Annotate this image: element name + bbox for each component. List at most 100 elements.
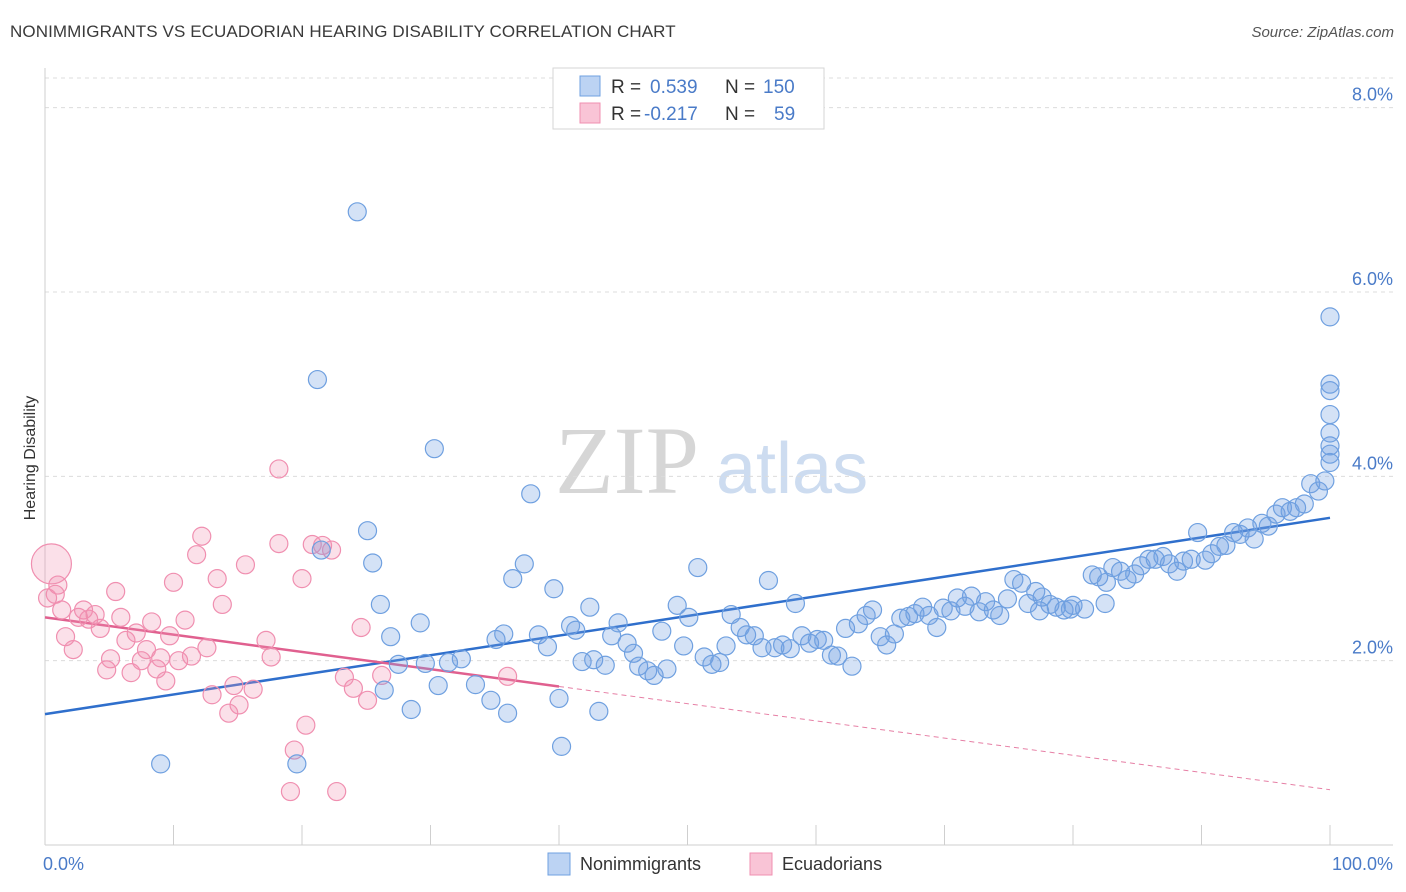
- ecuadorians-point: [63, 640, 83, 660]
- nonimmigrants-point: [401, 699, 421, 720]
- nonimmigrants-point: [1139, 549, 1159, 569]
- ecuadorians-point: [187, 545, 207, 565]
- nonimmigrants-point: [1320, 374, 1340, 394]
- ecuadorians-point: [73, 600, 94, 620]
- nonimmigrants-trend-line: [44, 516, 1331, 716]
- nonimmigrants-point: [667, 595, 687, 615]
- nonimmigrants-point: [1029, 601, 1050, 621]
- nonimmigrants-point: [415, 653, 435, 674]
- chart-title: NONIMMIGRANTS VS ECUADORIAN HEARING DISA…: [10, 22, 676, 41]
- bottom-legend-label-ecuadorians: Ecuadorians: [782, 854, 882, 874]
- legend-n-value-1: 150: [763, 77, 795, 98]
- y-tick-label-0: 2.0%: [1352, 638, 1393, 658]
- nonimmigrants-point: [716, 636, 736, 656]
- ecuadorians-point: [261, 647, 281, 667]
- ecuadorians-point: [343, 678, 363, 698]
- nonimmigrants-point: [608, 613, 628, 633]
- nonimmigrants-point: [1320, 423, 1340, 443]
- nonimmigrants-point: [1153, 546, 1173, 567]
- ecuadorians-point: [169, 651, 189, 671]
- bottom-legend-swatch-ecuadorians: [749, 852, 773, 876]
- nonimmigrants-point: [679, 607, 699, 627]
- nonimmigrants-point: [927, 617, 947, 638]
- nonimmigrants-point: [544, 579, 564, 599]
- nonimmigrants-point: [1224, 522, 1244, 543]
- nonimmigrants-point: [151, 754, 171, 774]
- y-tick-label-2: 6.0%: [1352, 269, 1393, 289]
- bottom-legend: Nonimmigrants Ecuadorians: [547, 852, 882, 876]
- nonimmigrants-point: [465, 675, 486, 695]
- nonimmigrants-point: [451, 649, 471, 669]
- nonimmigrants-point: [947, 588, 967, 608]
- axes: [44, 68, 1393, 846]
- nonimmigrants-point: [807, 629, 827, 650]
- y-tick-label-3: 8.0%: [1352, 85, 1393, 105]
- nonimmigrants-point: [370, 594, 390, 615]
- watermark-zip: ZIP: [555, 407, 699, 514]
- nonimmigrants-point: [710, 652, 730, 673]
- nonimmigrants-point: [1258, 516, 1278, 536]
- ecuadorians-point: [30, 543, 73, 585]
- nonimmigrants-point: [997, 589, 1018, 609]
- ecuadorians-point: [321, 540, 342, 560]
- nonimmigrants-point: [410, 613, 430, 633]
- ecuadorians-point: [126, 623, 146, 643]
- ecuadorians-point: [212, 594, 232, 615]
- nonimmigrants-point: [537, 637, 558, 657]
- ecuadorians-point: [202, 685, 222, 705]
- ecuadorians-point: [131, 651, 151, 671]
- nonimmigrants-point: [891, 608, 911, 628]
- nonimmigrants-point: [388, 654, 408, 674]
- nonimmigrants-point: [821, 645, 842, 665]
- nonimmigrants-point: [1320, 404, 1340, 425]
- y-axis-title: Hearing Disability: [22, 396, 39, 521]
- nonimmigrants-point: [503, 569, 523, 589]
- ecuadorians-point: [269, 459, 289, 479]
- ecuadorians-point: [163, 572, 184, 592]
- nonimmigrants-point: [737, 625, 757, 645]
- ecuadorians-point: [207, 569, 227, 589]
- nonimmigrants-point: [1320, 381, 1340, 401]
- nonimmigrants-point: [1238, 518, 1258, 538]
- legend-n-value-2: 59: [774, 104, 795, 125]
- nonimmigrants-point: [584, 650, 604, 670]
- ecuadorians-point: [292, 569, 312, 589]
- nonimmigrants-point: [758, 570, 779, 591]
- nonimmigrants-point: [580, 597, 600, 617]
- nonimmigrants-point: [1209, 536, 1230, 556]
- legend-swatch-ecuadorians: [579, 102, 601, 124]
- nonimmigrants-point: [1308, 481, 1329, 501]
- ecuadorians-trend-line: [44, 616, 560, 688]
- nonimmigrants-point: [785, 593, 806, 614]
- nonimmigrants-point: [1011, 573, 1032, 593]
- legend-n-label-1: N =: [725, 77, 755, 98]
- nonimmigrants-point: [1167, 561, 1187, 581]
- nonimmigrants-point: [961, 586, 982, 606]
- nonimmigrants-point: [657, 659, 677, 679]
- ecuadorians-point: [151, 648, 171, 668]
- nonimmigrants-point: [969, 602, 989, 622]
- nonimmigrants-point: [780, 639, 800, 659]
- nonimmigrants-point: [1173, 551, 1194, 571]
- ecuadorians-point: [175, 610, 195, 630]
- nonimmigrants-point: [1018, 593, 1038, 614]
- ecuadorians-point: [192, 526, 212, 546]
- ecuadorians-point: [256, 630, 276, 650]
- ecuadorians-point: [351, 617, 371, 638]
- ecuadorians-point: [52, 600, 72, 620]
- nonimmigrants-point: [652, 621, 672, 641]
- nonimmigrants-point: [1131, 556, 1151, 576]
- nonimmigrants-point: [549, 688, 569, 709]
- ecuadorians-point: [160, 626, 180, 646]
- nonimmigrants-point: [428, 675, 448, 696]
- nonimmigrants-point: [1188, 522, 1208, 543]
- nonimmigrants-point: [976, 592, 996, 612]
- nonimmigrants-point: [311, 540, 331, 560]
- nonimmigrants-point: [744, 626, 764, 646]
- ecuadorians-point: [156, 671, 176, 691]
- ecuadorians-point: [111, 607, 131, 627]
- ecuadorians-point: [372, 665, 392, 686]
- ecuadorians-point: [181, 646, 202, 666]
- ecuadorians-point: [100, 649, 121, 669]
